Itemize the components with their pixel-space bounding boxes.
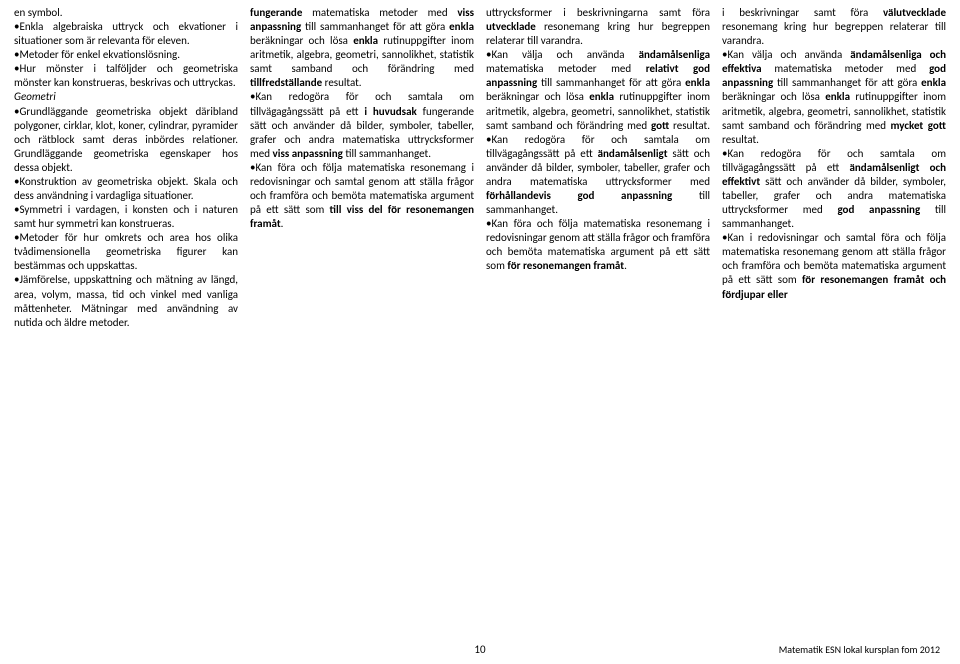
page-number: 10 [327,643,634,656]
column-3: uttrycksformer i beskrivningarna samt fö… [486,6,710,620]
column-2: fungerande matematiska metoder med viss … [250,6,474,620]
footer-spacer [20,643,327,656]
column-4-text: i beskrivningar samt föra välutvecklade … [722,6,946,302]
column-1-text: en symbol.•Enkla algebraiska uttryck och… [14,6,238,330]
footer-source: Matematik ESN lokal kursplan fom 2012 [633,643,940,656]
column-2-text: fungerande matematiska metoder med viss … [250,6,474,231]
page-columns: en symbol.•Enkla algebraiska uttryck och… [0,0,960,620]
footer: 10 Matematik ESN lokal kursplan fom 2012 [0,643,960,656]
column-4: i beskrivningar samt föra välutvecklade … [722,6,946,620]
column-1: en symbol.•Enkla algebraiska uttryck och… [14,6,238,620]
column-3-text: uttrycksformer i beskrivningarna samt fö… [486,6,710,273]
